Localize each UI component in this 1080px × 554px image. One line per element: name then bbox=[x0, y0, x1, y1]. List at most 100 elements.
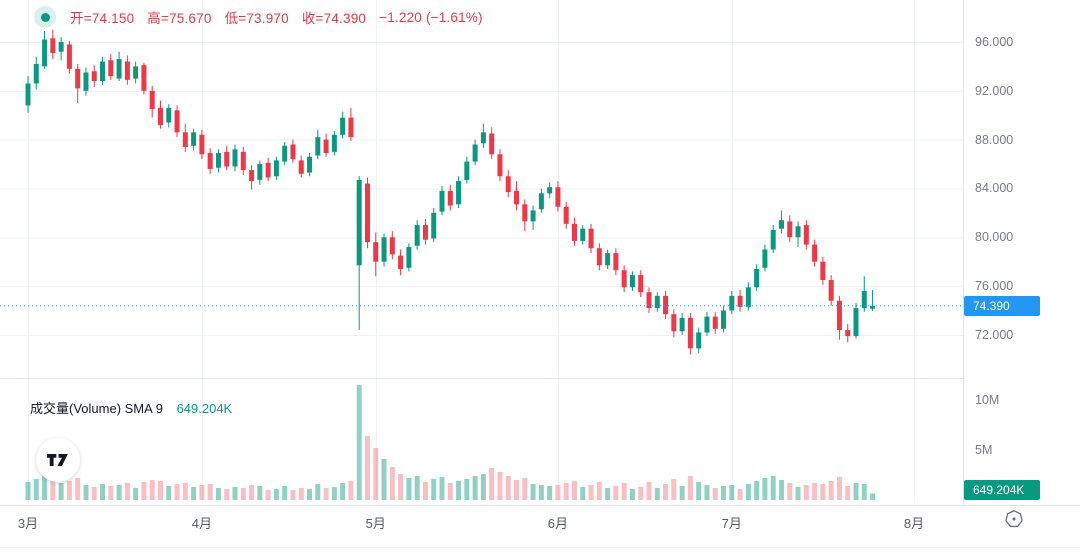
month-label: 5月 bbox=[365, 516, 386, 531]
volume-bar bbox=[323, 488, 329, 500]
month-label: 8月 bbox=[903, 516, 925, 531]
candle-body bbox=[663, 295, 669, 315]
candle-body bbox=[638, 275, 644, 293]
ohlc-open: 开=74.150 bbox=[70, 11, 135, 26]
candle-body bbox=[621, 270, 627, 288]
volume-bar bbox=[820, 484, 826, 500]
candle-body bbox=[522, 204, 528, 222]
candle-body bbox=[315, 137, 321, 156]
candle-body bbox=[232, 149, 238, 167]
volume-bar bbox=[770, 476, 776, 500]
candle-body bbox=[646, 292, 652, 309]
volume-bar bbox=[480, 474, 486, 500]
candle-body bbox=[712, 316, 718, 329]
chart-canvas[interactable] bbox=[0, 0, 963, 505]
time-axis[interactable]: 3月 4月 5月 6月 7月 8月 bbox=[0, 505, 963, 547]
candle-body bbox=[100, 61, 106, 82]
volume-bar bbox=[580, 487, 586, 500]
candle-body bbox=[870, 305, 876, 309]
volume-bar bbox=[298, 488, 304, 500]
volume-bar bbox=[654, 488, 660, 500]
time-axis-settings-icon[interactable] bbox=[1002, 507, 1026, 531]
volume-bar bbox=[33, 479, 39, 500]
candle-body bbox=[298, 160, 304, 174]
ohlc-high: 高=75.670 bbox=[147, 11, 212, 26]
volume-bar bbox=[721, 486, 727, 500]
candle-body bbox=[108, 60, 114, 77]
candle-body bbox=[25, 83, 31, 106]
candle-body bbox=[795, 226, 801, 238]
candle-body bbox=[754, 269, 760, 288]
series-marker-icon[interactable] bbox=[34, 6, 56, 28]
volume-bar bbox=[50, 476, 56, 500]
ohlc-change: −1.220 (−1.61%) bbox=[379, 9, 483, 25]
candle-body bbox=[33, 63, 39, 84]
heptagon-settings-icon bbox=[1005, 510, 1023, 528]
candle-body bbox=[654, 295, 660, 309]
candle-body bbox=[215, 153, 221, 168]
price-axis-separator bbox=[963, 0, 964, 505]
volume-bar bbox=[456, 481, 462, 500]
candle-body bbox=[116, 59, 122, 79]
tradingview-logo-mark-icon bbox=[47, 453, 68, 467]
candle-body bbox=[414, 225, 420, 246]
candle-body bbox=[290, 144, 296, 160]
candle-body bbox=[547, 187, 553, 194]
candle-body bbox=[389, 237, 395, 255]
volume-bar bbox=[108, 486, 114, 500]
volume-bar bbox=[389, 467, 395, 500]
volume-bar bbox=[505, 476, 511, 500]
candle-body bbox=[124, 61, 130, 80]
volume-bar bbox=[870, 493, 876, 500]
volume-bar bbox=[249, 485, 255, 500]
candle-body bbox=[530, 210, 536, 222]
volume-bar bbox=[232, 487, 238, 500]
candle-body bbox=[364, 183, 370, 243]
volume-bar bbox=[497, 472, 503, 500]
volume-bar bbox=[265, 490, 271, 500]
volume-bar bbox=[729, 485, 735, 500]
candle-body bbox=[249, 170, 255, 182]
volume-bar bbox=[124, 483, 130, 500]
volume-bar bbox=[712, 488, 718, 500]
candle-body bbox=[853, 308, 859, 337]
candle-body bbox=[422, 225, 428, 240]
volume-bar bbox=[613, 486, 619, 500]
volume-bar bbox=[803, 485, 809, 500]
candle-body bbox=[323, 139, 329, 154]
candle-body bbox=[174, 110, 180, 133]
candle-body bbox=[514, 190, 520, 205]
candle-body bbox=[166, 107, 172, 123]
candle-body bbox=[75, 68, 81, 89]
candle-body bbox=[331, 134, 337, 152]
ohlc-close: 收=74.390 bbox=[301, 11, 367, 26]
candle-body bbox=[50, 38, 56, 53]
volume-bar bbox=[174, 484, 180, 500]
candle-body bbox=[820, 261, 826, 280]
volume-bar bbox=[472, 476, 478, 500]
tradingview-logo[interactable] bbox=[36, 438, 80, 482]
candle-body bbox=[199, 134, 205, 155]
volume-bar bbox=[563, 483, 569, 500]
last-price-badge: 74.390 bbox=[964, 295, 1040, 316]
candle-body bbox=[42, 39, 48, 67]
month-label: 4月 bbox=[191, 516, 212, 531]
volume-bar bbox=[381, 459, 387, 500]
volume-bar bbox=[745, 484, 751, 500]
volume-bar bbox=[240, 488, 246, 500]
price-axis[interactable]: 96.000 92.000 88.000 84.000 80.000 76.000 72.0… bbox=[963, 0, 1080, 505]
candle-body bbox=[282, 145, 288, 162]
volume-bar bbox=[646, 482, 652, 500]
volume-bar bbox=[737, 489, 743, 500]
candle-body bbox=[770, 229, 776, 250]
candle-body bbox=[307, 156, 313, 173]
volume-bar bbox=[348, 481, 354, 500]
candle-body bbox=[480, 132, 486, 144]
candle-body bbox=[505, 176, 511, 193]
candle-body bbox=[149, 90, 155, 110]
volume-bar bbox=[853, 483, 859, 500]
price-tick-label: 88.000 bbox=[975, 132, 1014, 147]
candle-body bbox=[571, 223, 577, 241]
candle-body bbox=[447, 190, 453, 206]
